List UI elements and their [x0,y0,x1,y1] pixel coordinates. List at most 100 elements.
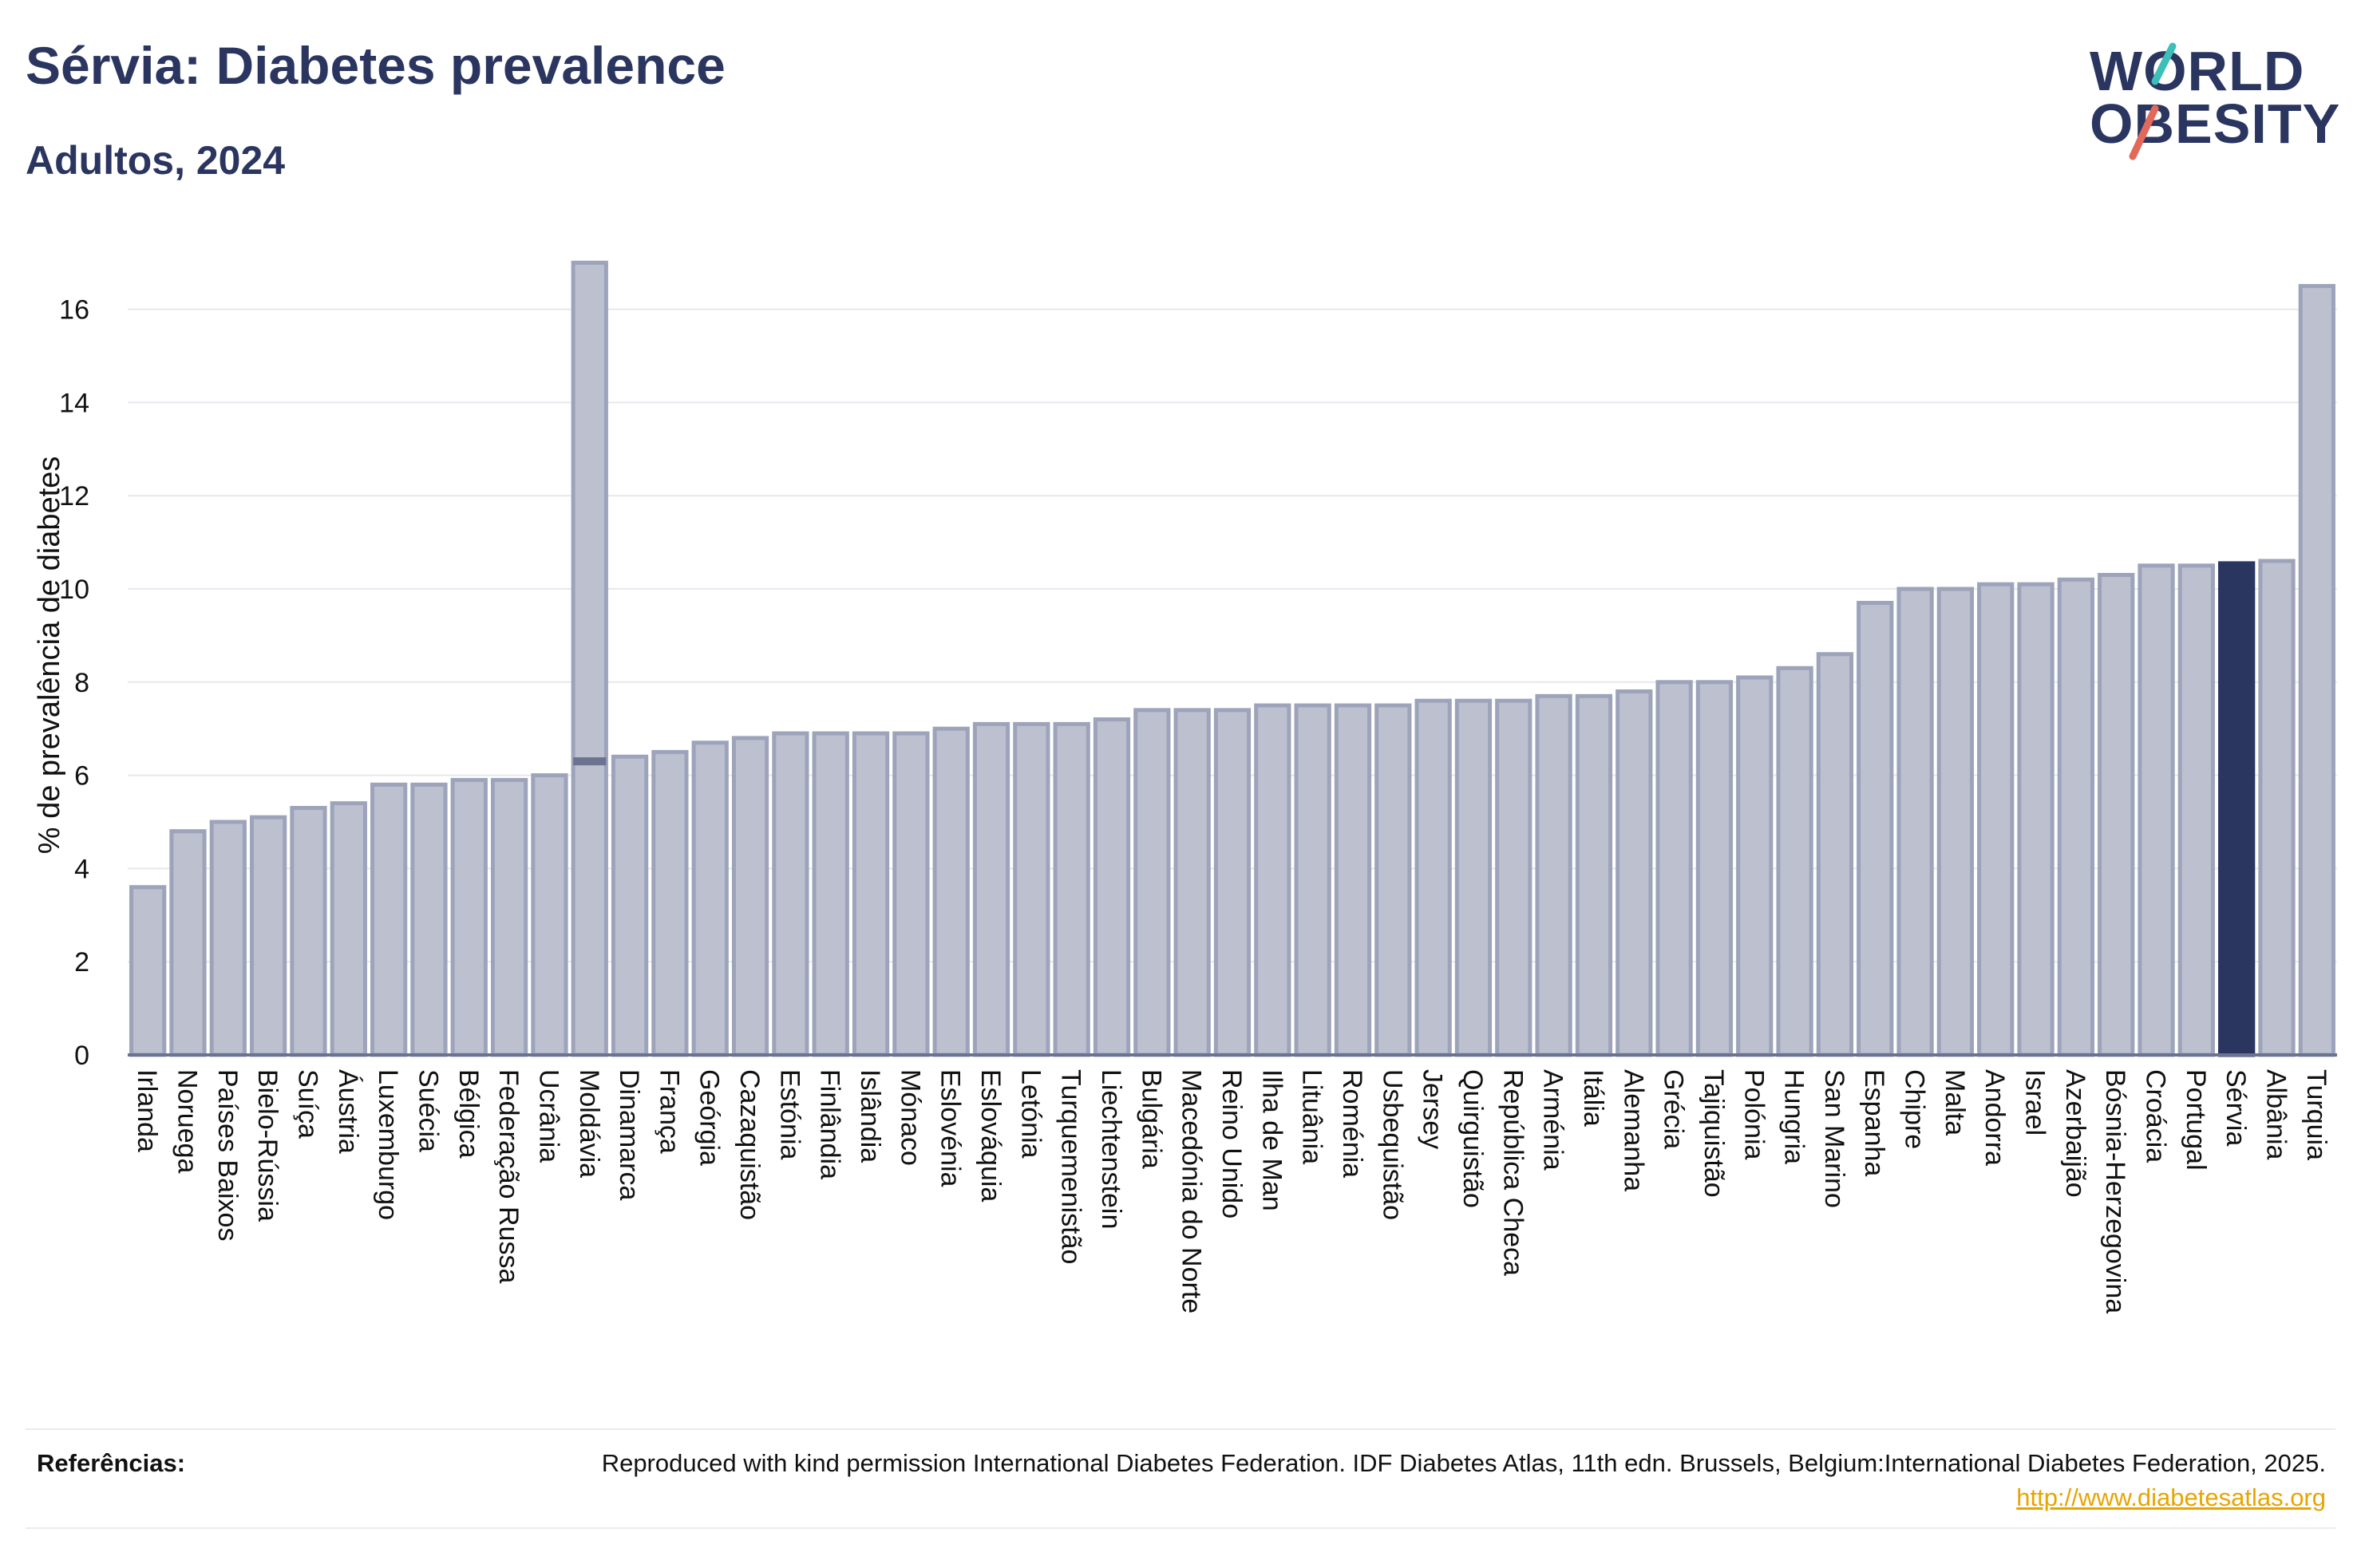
x-tick-label: Sérvia [2221,1069,2251,1146]
x-tick-label: Irlanda [132,1069,162,1152]
bar [731,736,769,1057]
bar [2298,283,2335,1057]
x-tick-label: Letónia [1015,1069,1046,1159]
chart-subtitle: Adultos, 2024 [26,138,286,183]
footer-divider-top [26,1428,2335,1430]
bar [129,885,167,1057]
bar-chart: 0 2 4 6 8 10 12 14 16 % de prevalência de diabete… [0,207,2361,1388]
x-tick-label: Macedónia do Norte [1177,1069,1207,1313]
references-link[interactable]: http://www.diabetesatlas.org [2016,1483,2326,1511]
bar [812,731,849,1057]
bar [1173,708,1211,1057]
y-tick-label: 4 [74,854,89,884]
bar [1294,703,1331,1057]
bar [1857,601,1894,1057]
y-tick-label: 12 [59,481,89,511]
x-tick-label: San Marino [1819,1069,1849,1208]
bar-chart-svg: 0 2 4 6 8 10 12 14 16 % de prevalência de diabete… [33,260,2337,1313]
x-tick-label: Luxemburgo [373,1069,403,1220]
bar [691,741,729,1057]
bar [1896,587,1934,1057]
y-tick-label: 6 [74,761,89,792]
x-tick-label: Bulgária [1136,1069,1166,1169]
bar [330,801,367,1057]
bar [531,773,568,1057]
bar [1053,721,1090,1057]
x-tick-label: Croácia [2141,1069,2171,1163]
x-tick-label: Cazaquistão [734,1069,765,1220]
x-tick-label: Roménia [1337,1069,1367,1178]
x-tick-label: Áustria [333,1069,363,1154]
bar [2218,561,2256,1057]
bar [2258,559,2296,1057]
bar [1013,721,1050,1057]
x-tick-label: Lituânia [1297,1069,1327,1164]
bar [892,731,930,1057]
x-tick-label: Tajiquistão [1699,1069,1729,1198]
y-tick-label: 0 [74,1041,89,1071]
x-tick-label: República Checa [1497,1069,1528,1276]
bar [972,721,1010,1057]
bar [852,731,890,1057]
x-tick-label: Islândia [855,1069,885,1163]
logo-line1: WORLD [2090,40,2305,102]
bar [611,754,649,1057]
bar [1736,675,1774,1057]
footer-divider-bottom [26,1527,2335,1529]
x-tick-label: Turquia [2301,1069,2331,1160]
x-tick-label: Israel [2020,1069,2051,1136]
references-body: Reproduced with kind permission Internat… [601,1449,2326,1477]
y-tick-label: 14 [59,388,89,418]
bar [1374,703,1412,1057]
bar [2098,572,2135,1057]
bar [1695,680,1734,1057]
bar [571,260,608,1057]
bar [1414,698,1452,1057]
x-tick-label: Quirguistão [1457,1069,1488,1208]
x-tick-label: Portugal [2181,1069,2211,1171]
y-axis-label: % de prevalência de diabetes [33,456,66,855]
x-tick-label: Suíça [292,1069,322,1139]
x-tick-label: Turquemenistão [1056,1069,1086,1264]
bar [2017,582,2055,1057]
x-tick-label: Estónia [774,1069,805,1159]
bar [1776,666,1813,1057]
y-tick-label: 8 [74,668,89,698]
x-tick-label: Itália [1578,1069,1608,1127]
bar [1213,708,1252,1057]
bar [1616,689,1653,1057]
y-tick-label: 2 [74,947,89,978]
x-tick-label: Dinamarca [614,1069,644,1200]
x-tick-label: Suécia [413,1069,443,1152]
x-tick-label: Ilha de Man [1256,1069,1287,1211]
bar [250,815,287,1057]
bar [490,777,528,1057]
logo-slash-icon [2129,42,2177,160]
world-obesity-logo[interactable]: WORLD OBESITY [2083,40,2347,168]
x-tick-label: Moldávia [574,1069,604,1178]
bar [169,829,207,1057]
bar [2057,577,2095,1057]
bar [290,805,327,1057]
bar [651,749,689,1057]
bar [1454,698,1493,1057]
bar [1495,698,1532,1057]
x-tick-label: Espanha [1859,1069,1889,1176]
x-tick-label: França [654,1069,684,1154]
bar [1254,703,1291,1057]
bar [370,782,408,1057]
x-tick-label: Polónia [1738,1069,1769,1160]
x-tick-label: Países Baixos [212,1069,243,1241]
x-tick-label: Albânia [2261,1069,2292,1160]
bar [1535,693,1572,1057]
x-tick-label: Hungria [1779,1069,1809,1164]
x-tick-label: Chipre [1900,1069,1930,1149]
bar [1816,652,1854,1057]
bar [1575,693,1613,1057]
x-tick-label: Alemanha [1618,1069,1648,1191]
bar [1093,717,1131,1057]
x-tick-label: Mónaco [895,1069,925,1166]
bar [2138,563,2175,1057]
x-tick-label: Reino Unido [1216,1069,1247,1218]
bar [1977,582,2015,1057]
